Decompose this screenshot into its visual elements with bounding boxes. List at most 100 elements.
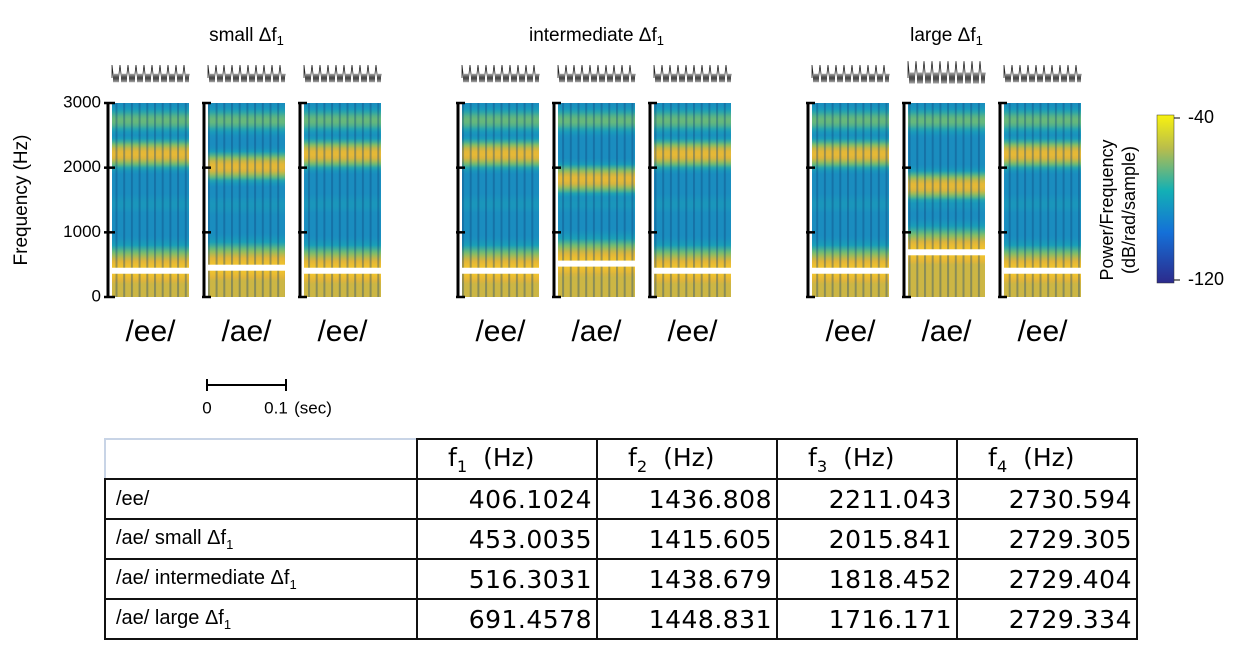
table-row: /ae/ large Δf1 691.4578 1448.831 1716.171 27… [104,598,1138,640]
value-cell: 2729.305 [956,518,1138,560]
table-row: /ae/ intermediate Δf1 516.3031 1438.679 181… [104,558,1138,600]
row-label-text: /ae/ small Δf [116,526,227,549]
waveform [1003,64,1082,83]
spectrogram-stripes [208,103,285,297]
y-axis-label: Frequency (Hz) [11,135,32,266]
colorbar-label: Power/Frequency [1097,139,1117,280]
spectrogram-stripes [462,103,539,297]
y-tick-label: 2000 [63,157,101,176]
panel-label: /ae/ [221,315,272,348]
y-tick-label: 1000 [63,222,101,241]
f1-marker [208,264,285,271]
header-symbol: f [988,442,997,472]
spectrogram-stripes [812,103,889,297]
panel-label: /ee/ [825,315,876,348]
value-cell: 406.1024 [416,478,598,520]
value-cell: 2729.404 [956,558,1138,600]
header-subscript: 4 [996,456,1008,476]
header-unit: (Hz) [1023,442,1075,472]
group-title-subscript: 1 [657,33,664,48]
colorbar-tick-label: -40 [1188,107,1214,127]
spectrogram-figure: Frequency (Hz) Power/Frequency (dB/rad/s… [11,25,1224,417]
panel-label: /ee/ [475,315,526,348]
waveform [303,64,382,83]
panel-label: /ee/ [317,315,368,348]
header-subscript: 2 [636,456,648,476]
value-cell: 1415.605 [596,518,778,560]
panel-label: /ae/ [921,315,972,348]
formant-table: f1 (Hz) f2 (Hz) f3 (Hz) f4 (Hz)/ee/406.1024… [104,438,1138,640]
waveform [111,64,190,83]
waveform [207,64,286,83]
spectrogram-stripes [304,103,381,297]
row-label-subscript: 1 [226,536,234,552]
row-label: /ae/ large Δf1 [104,598,418,640]
value-cell: 2729.334 [956,598,1138,640]
header-symbol: f [628,442,637,472]
f1-marker [908,249,985,256]
panel-label: /ae/ [571,315,622,348]
header-subscript: 3 [816,456,828,476]
row-label-text: /ae/ intermediate Δf [116,566,290,589]
f1-marker [304,267,381,274]
waveform [557,64,636,83]
row-label-text: /ee/ [116,487,150,510]
waveform [461,64,540,83]
spectrogram-stripes [654,103,731,297]
value-cell: 1436.808 [596,478,778,520]
row-label-subscript: 1 [289,576,297,592]
group-title-text: small Δf [209,25,277,46]
spectrogram-stripes [558,103,635,297]
group-title-text: intermediate Δf [529,25,658,46]
value-cell: 1448.831 [596,598,778,640]
header-unit: (Hz) [483,442,535,472]
f1-marker [812,267,889,274]
group-title-subscript: 1 [976,33,983,48]
y-tick-label: 0 [92,286,101,305]
row-label: /ae/ intermediate Δf1 [104,558,418,600]
value-cell: 2211.043 [776,478,958,520]
colorbar-tick-label: -120 [1188,269,1224,289]
panel-label: /ee/ [667,315,718,348]
f1-marker [112,267,189,274]
header-cell: f4 (Hz) [956,438,1138,480]
waveform [653,64,732,83]
group-title-text: large Δf [910,25,976,46]
header-symbol: f [808,442,817,472]
f1-marker [558,260,635,267]
group-title: large Δf1 [910,25,983,48]
group-title-subscript: 1 [277,33,284,48]
waveform [907,61,986,84]
header-subscript: 1 [456,456,468,476]
header-row: f1 (Hz) f2 (Hz) f3 (Hz) f4 (Hz) [104,438,1138,480]
spectrogram-stripes [1004,103,1081,297]
header-unit: (Hz) [663,442,715,472]
waveform [811,64,890,83]
corner-cell [104,438,418,480]
colorbar [1156,114,1175,284]
row-label-text: /ae/ large Δf [116,606,224,629]
panel-label: /ee/ [125,315,176,348]
value-cell: 1716.171 [776,598,958,640]
value-cell: 516.3031 [416,558,598,600]
panel-label: /ee/ [1017,315,1068,348]
row-label: /ee/ [104,478,418,520]
table-row: /ae/ small Δf1 453.0035 1415.605 2015.841 27… [104,518,1138,560]
f1-marker [1004,267,1081,274]
table-row: /ee/406.1024 1436.808 2211.043 2730.594 [104,478,1138,520]
colorbar-label: (dB/rad/sample) [1119,146,1139,274]
spectrogram-stripes [908,103,985,297]
y-tick-label: 3000 [63,92,101,111]
f1-marker [654,267,731,274]
header-cell: f2 (Hz) [596,438,778,480]
f1-marker [462,267,539,274]
time-scale-label: 0.1 [264,398,288,417]
time-scale-unit: (sec) [294,398,332,417]
value-cell: 453.0035 [416,518,598,560]
header-cell: f1 (Hz) [416,438,598,480]
time-scale-label: 0 [202,398,211,417]
value-cell: 1438.679 [596,558,778,600]
spectrogram-stripes [112,103,189,297]
